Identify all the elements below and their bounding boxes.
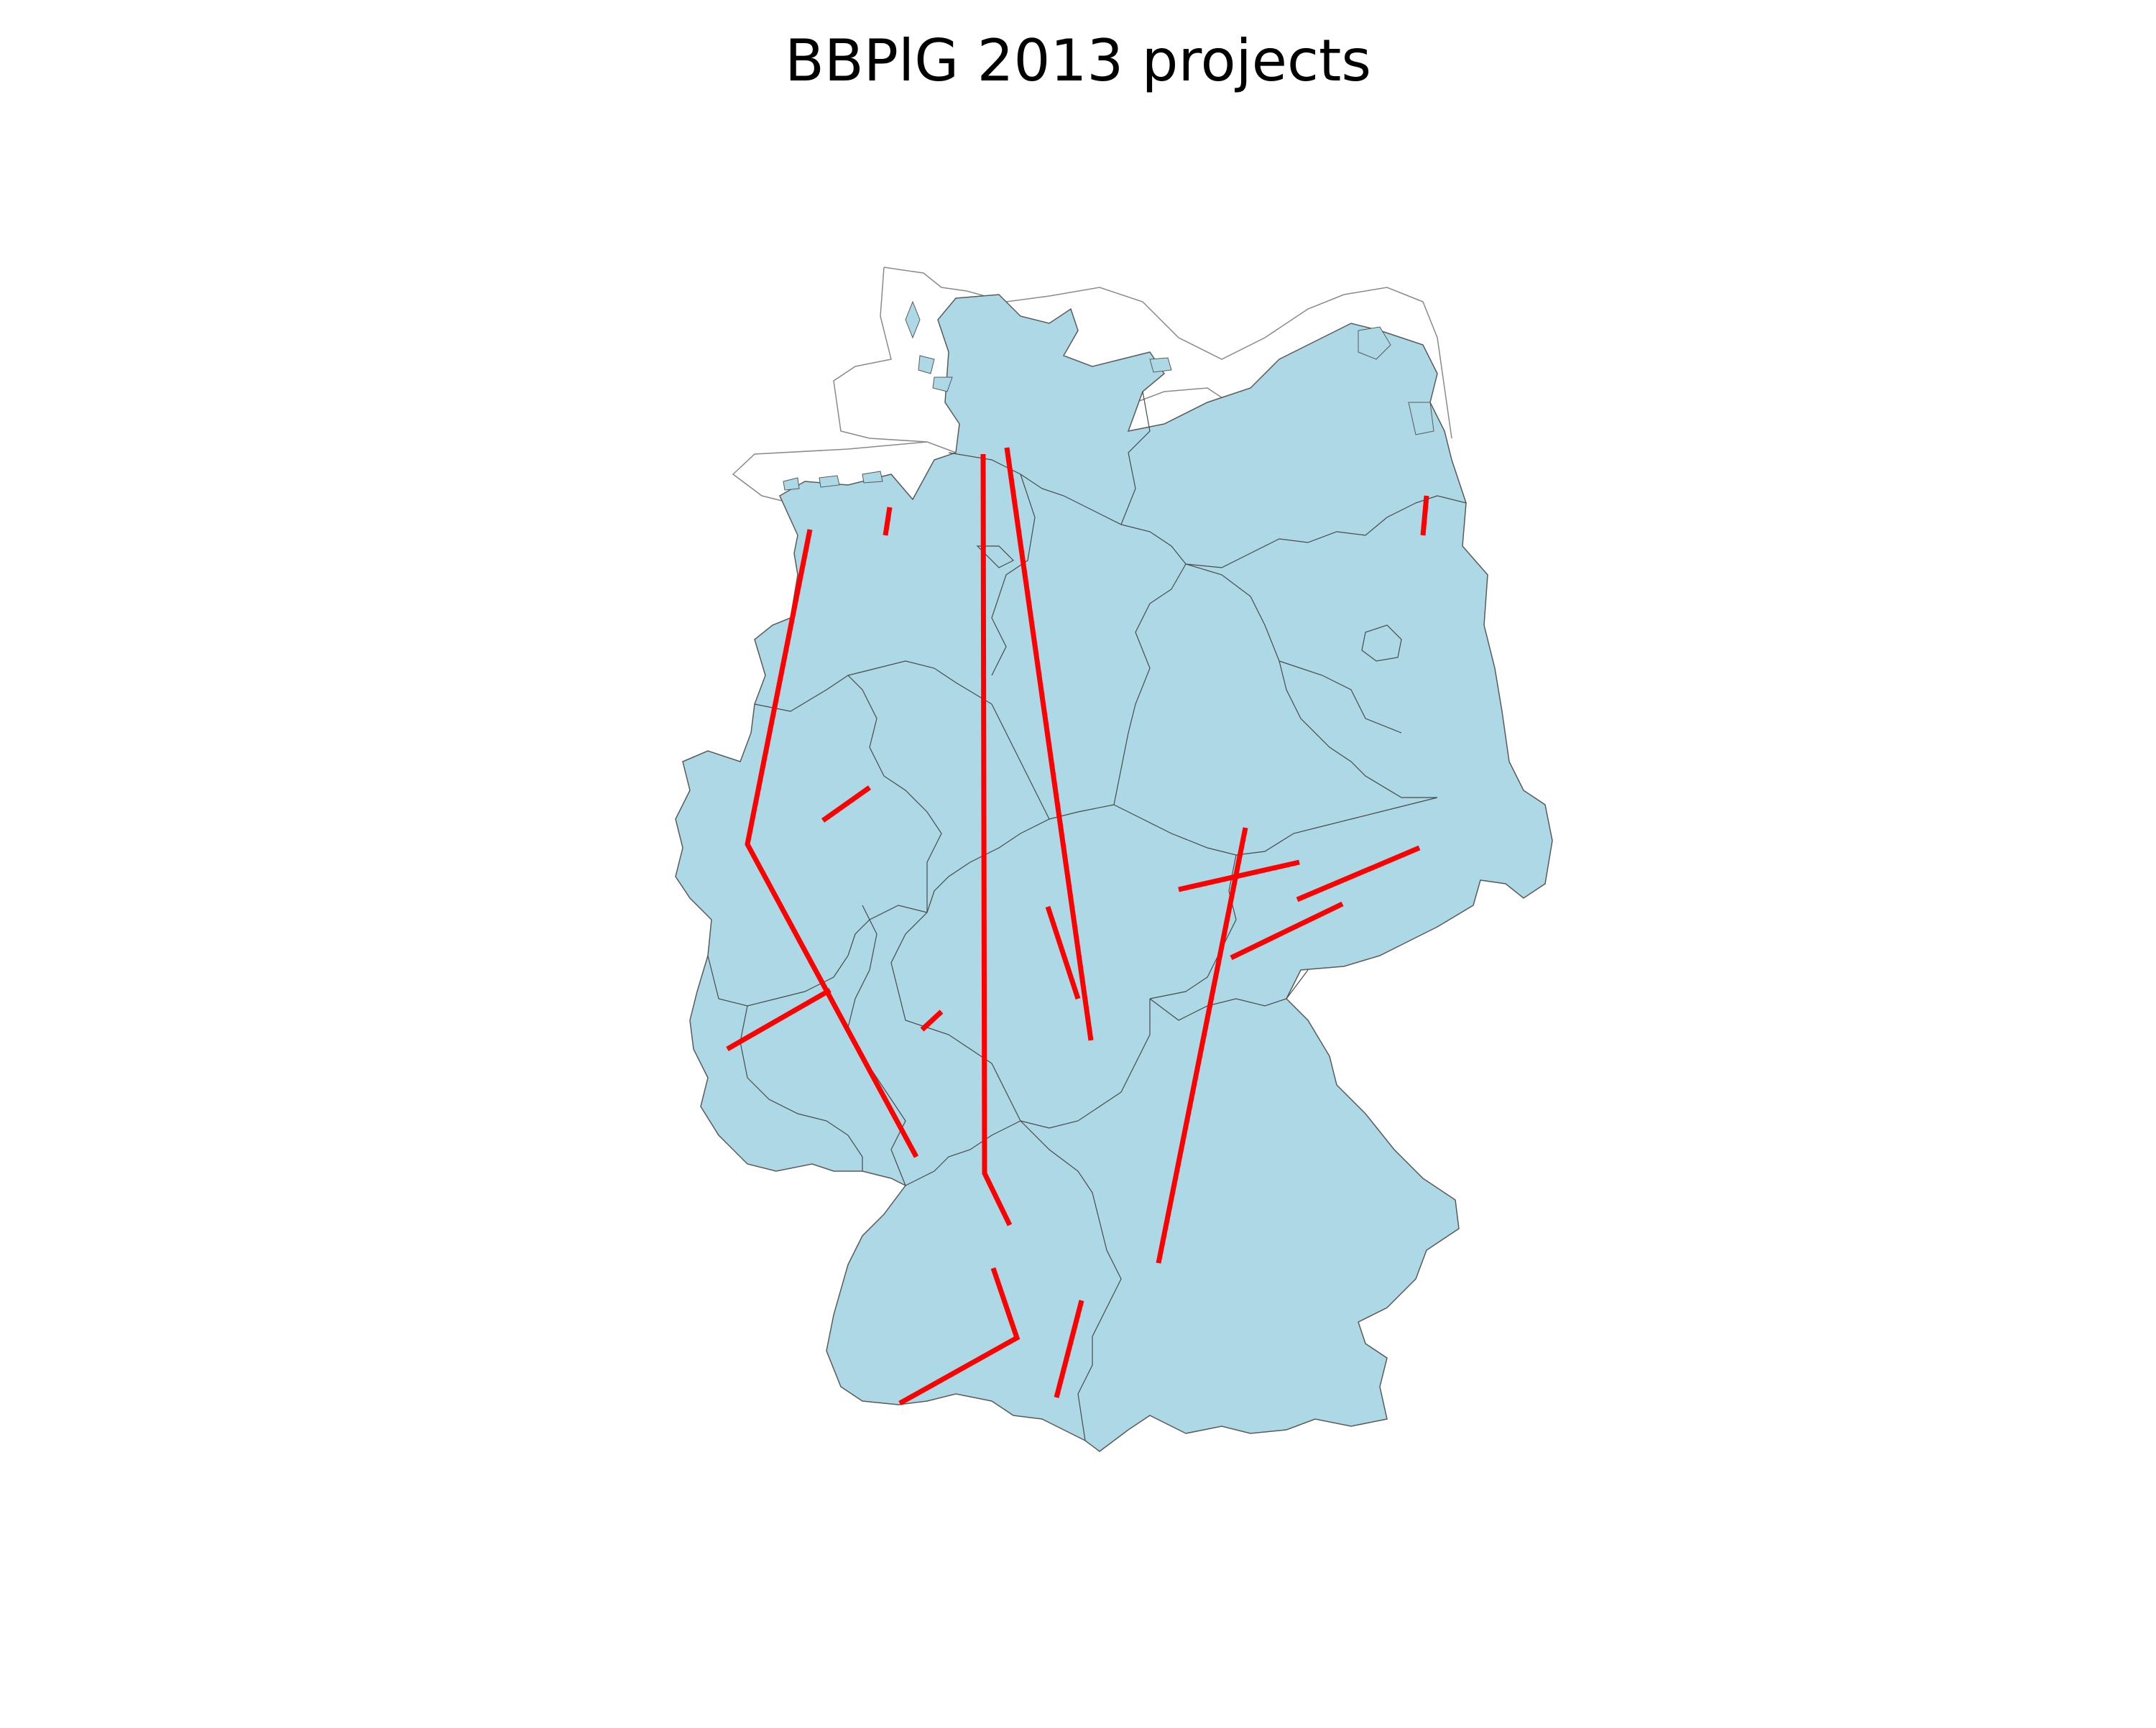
project-line-p11: [1156, 827, 1248, 1264]
project-line-p04: [726, 987, 831, 1052]
islands: [783, 300, 1434, 491]
project-line-p15: [1420, 495, 1429, 536]
project-line-p09: [898, 1267, 1021, 1406]
state-borders: [707, 391, 1467, 1441]
project-lines: [726, 447, 1429, 1406]
project-line-p02: [883, 507, 893, 536]
project-line-p08: [1045, 905, 1081, 1000]
project-line-p07: [1004, 447, 1094, 1041]
germany-landmass: [675, 294, 1553, 1452]
project-line-p03: [821, 785, 872, 823]
project-line-p13: [1296, 845, 1421, 902]
project-line-p14: [1230, 901, 1344, 961]
project-line-p12: [1178, 859, 1300, 892]
project-line-p06: [980, 453, 1013, 1226]
map-title: BBPlG 2013 projects: [784, 27, 1371, 94]
coastal-waters-outline: [732, 267, 1452, 532]
project-line-p05: [920, 1009, 944, 1032]
project-line-p01: [745, 529, 919, 1158]
project-line-p10: [1054, 1300, 1084, 1398]
